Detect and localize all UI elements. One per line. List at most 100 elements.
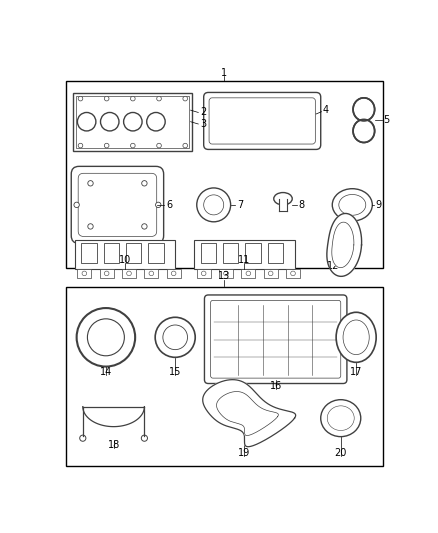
Circle shape [124, 112, 142, 131]
Circle shape [224, 271, 228, 276]
FancyBboxPatch shape [78, 173, 157, 237]
Bar [241, 269, 255, 278]
Polygon shape [327, 213, 362, 277]
Bar [66, 287, 383, 466]
Text: 6: 6 [166, 200, 172, 210]
Ellipse shape [274, 192, 292, 205]
Circle shape [88, 224, 93, 229]
Text: 2: 2 [200, 108, 206, 117]
Ellipse shape [343, 320, 369, 354]
Text: 8: 8 [298, 200, 304, 210]
Circle shape [78, 112, 96, 131]
Bar [167, 269, 180, 278]
Ellipse shape [321, 400, 361, 437]
Ellipse shape [355, 122, 372, 140]
Text: 5: 5 [383, 115, 389, 125]
Text: 3: 3 [200, 119, 206, 129]
Circle shape [104, 271, 109, 276]
Text: 4: 4 [323, 105, 329, 115]
Circle shape [88, 319, 124, 356]
FancyBboxPatch shape [71, 166, 164, 244]
Bar [81, 244, 97, 263]
Circle shape [157, 96, 161, 101]
Text: 18: 18 [107, 440, 120, 450]
Text: 17: 17 [350, 367, 362, 377]
Circle shape [78, 143, 83, 148]
Text: 13: 13 [219, 271, 230, 281]
Bar [73, 93, 192, 151]
FancyBboxPatch shape [209, 98, 315, 144]
Bar [122, 269, 136, 278]
Bar [201, 244, 216, 263]
Text: 9: 9 [375, 200, 381, 210]
Ellipse shape [332, 189, 372, 221]
Text: 7: 7 [237, 200, 243, 210]
Text: 12: 12 [327, 261, 339, 271]
Circle shape [183, 96, 187, 101]
Circle shape [104, 96, 109, 101]
Text: 20: 20 [335, 448, 347, 458]
Bar [286, 269, 300, 278]
FancyBboxPatch shape [205, 295, 347, 384]
Bar [66, 81, 383, 268]
Circle shape [77, 308, 135, 367]
Ellipse shape [353, 98, 374, 121]
Ellipse shape [336, 312, 376, 362]
Bar [145, 269, 158, 278]
Text: 16: 16 [270, 381, 282, 391]
FancyBboxPatch shape [204, 92, 321, 149]
Bar [78, 269, 91, 278]
Ellipse shape [353, 119, 374, 142]
Text: 19: 19 [238, 448, 251, 458]
Ellipse shape [339, 195, 366, 215]
Ellipse shape [327, 406, 354, 431]
Circle shape [197, 188, 231, 222]
Bar [194, 239, 294, 269]
Circle shape [142, 224, 147, 229]
Circle shape [147, 112, 165, 131]
Text: 11: 11 [238, 255, 251, 265]
Bar [223, 244, 238, 263]
Circle shape [183, 143, 187, 148]
Text: 10: 10 [119, 255, 131, 265]
Circle shape [142, 181, 147, 186]
Circle shape [163, 325, 187, 350]
Bar [264, 269, 278, 278]
Polygon shape [216, 392, 279, 435]
Circle shape [131, 143, 135, 148]
Bar [245, 244, 261, 263]
Circle shape [74, 202, 79, 207]
Circle shape [88, 181, 93, 186]
Circle shape [201, 271, 206, 276]
Polygon shape [332, 222, 354, 268]
Text: 1: 1 [222, 68, 227, 78]
Ellipse shape [355, 100, 372, 119]
Bar [103, 244, 119, 263]
Circle shape [141, 435, 148, 441]
Bar [197, 269, 211, 278]
Circle shape [82, 271, 87, 276]
Text: 15: 15 [169, 367, 181, 377]
Circle shape [171, 271, 176, 276]
Bar [268, 244, 283, 263]
Polygon shape [203, 379, 296, 447]
FancyBboxPatch shape [211, 301, 341, 378]
Bar [126, 244, 141, 263]
Circle shape [204, 195, 224, 215]
Circle shape [268, 271, 273, 276]
Circle shape [291, 271, 295, 276]
Bar [219, 269, 233, 278]
Circle shape [78, 96, 83, 101]
Circle shape [80, 435, 86, 441]
Circle shape [149, 271, 154, 276]
Circle shape [155, 317, 195, 357]
Circle shape [246, 271, 251, 276]
Circle shape [100, 112, 119, 131]
Circle shape [131, 96, 135, 101]
Bar [75, 239, 175, 269]
Bar [148, 244, 164, 263]
Circle shape [104, 143, 109, 148]
Bar [76, 96, 189, 148]
Text: 14: 14 [100, 367, 112, 377]
Bar [100, 269, 113, 278]
